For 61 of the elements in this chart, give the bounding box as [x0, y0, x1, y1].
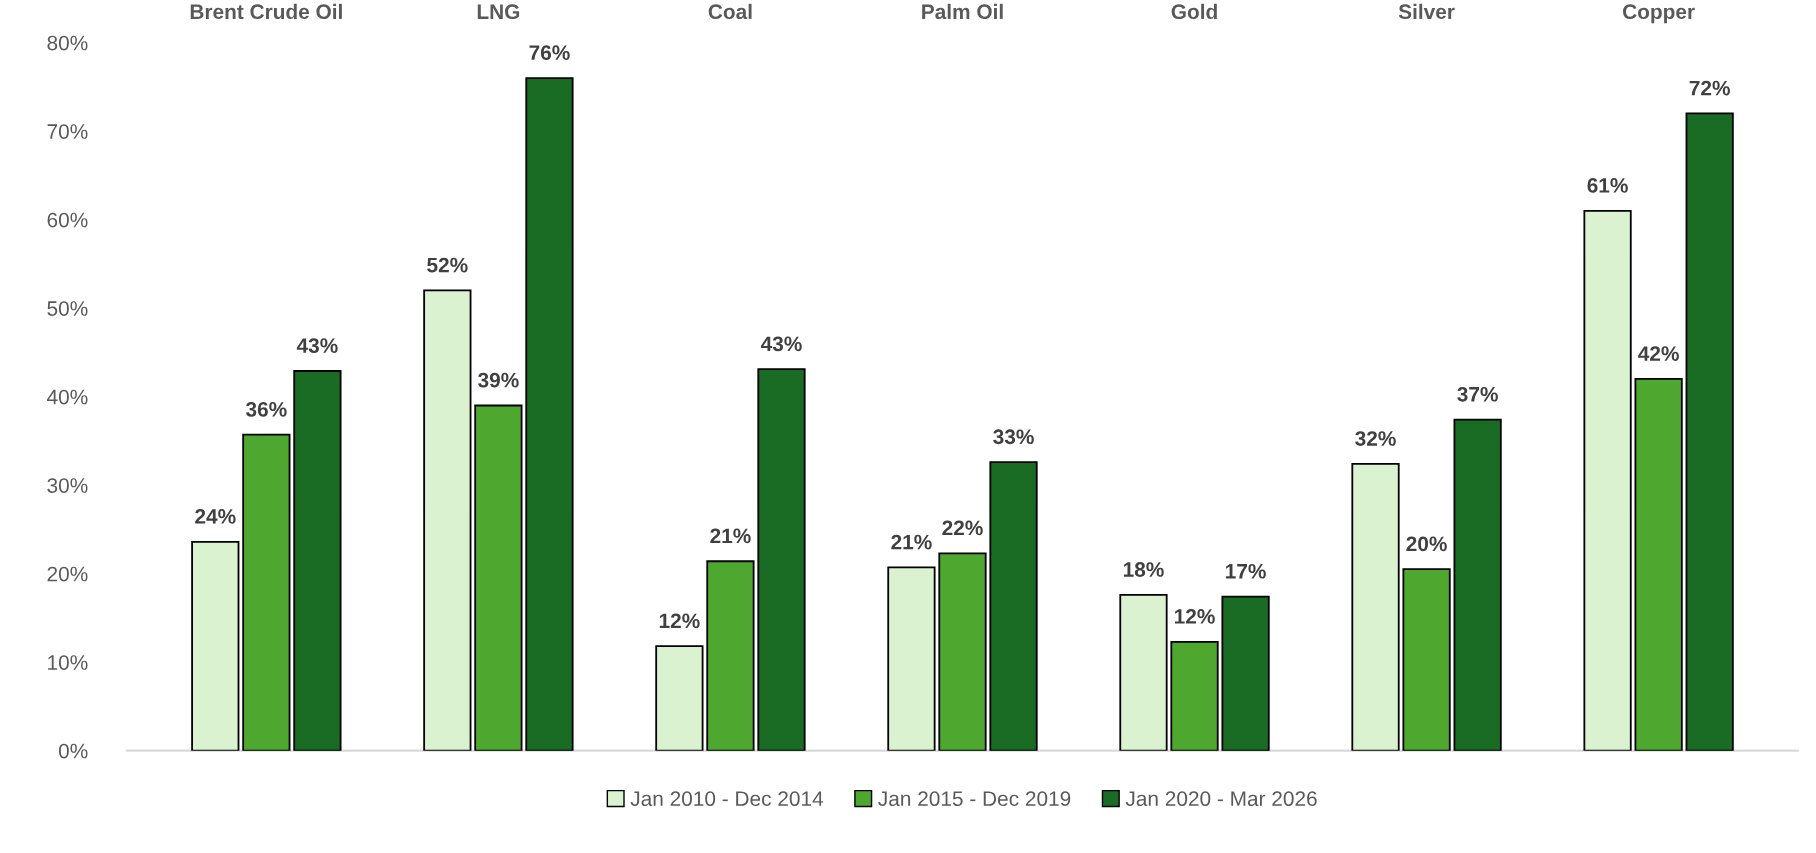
- bar: [1119, 593, 1168, 751]
- bar: [887, 566, 936, 751]
- data-label: 22%: [942, 520, 983, 536]
- data-label: 42%: [1638, 346, 1679, 361]
- data-label: 24%: [195, 509, 236, 524]
- bar: [191, 540, 240, 751]
- bar: [1170, 640, 1219, 751]
- data-label: 12%: [659, 613, 700, 629]
- bar: [706, 560, 755, 751]
- y-tick-label: 30%: [47, 478, 88, 493]
- data-label: 37%: [1457, 386, 1498, 402]
- bar: [423, 289, 472, 751]
- data-label: 12%: [1174, 609, 1215, 624]
- bar: [1685, 112, 1734, 751]
- y-tick-label: 20%: [47, 566, 88, 582]
- x-tick-label: Copper: [1623, 4, 1695, 24]
- y-tick-label: 50%: [47, 301, 88, 316]
- bar: [655, 645, 704, 751]
- data-label: 39%: [478, 372, 519, 388]
- bar: [1583, 209, 1632, 751]
- data-label: 61%: [1587, 178, 1628, 193]
- y-tick-label: 80%: [47, 35, 88, 51]
- x-tick-label: Silver: [1398, 3, 1455, 20]
- y-tick-label: 10%: [48, 655, 88, 670]
- bar: [525, 77, 574, 751]
- y-tick-label: 70%: [47, 124, 88, 139]
- x-tick-label: Palm Oil: [922, 3, 1003, 20]
- legend-label: Jan 2020 - Mar 2026: [1125, 791, 1317, 807]
- data-label: 21%: [891, 534, 932, 550]
- data-label: 43%: [760, 336, 802, 352]
- data-label: 18%: [1123, 562, 1164, 577]
- bar: [989, 461, 1038, 751]
- legend-label: Jan 2010 - Dec 2014: [630, 791, 824, 807]
- data-label: 72%: [1689, 80, 1730, 96]
- data-label: 32%: [1355, 431, 1396, 446]
- bar: [1634, 378, 1683, 751]
- data-label: 36%: [245, 401, 287, 417]
- bar: [293, 370, 342, 751]
- x-tick-label: Gold: [1171, 3, 1217, 20]
- bar: [242, 433, 291, 751]
- bar: [1402, 568, 1451, 751]
- bar: [757, 368, 806, 751]
- y-tick-label: 0%: [58, 743, 88, 759]
- bar: [1453, 418, 1502, 751]
- bar: [474, 404, 523, 751]
- x-tick-label: Coal: [708, 3, 752, 20]
- legend-label: Jan 2015 - Dec 2019: [878, 791, 1071, 807]
- x-tick-label: Brent Crude Oil: [190, 3, 342, 20]
- data-label: 33%: [993, 429, 1034, 445]
- data-label: 20%: [1406, 536, 1447, 552]
- y-tick-label: 40%: [47, 389, 88, 405]
- data-label: 52%: [427, 257, 468, 273]
- bar: [1351, 462, 1400, 751]
- bar: [1221, 595, 1270, 751]
- y-tick-label: 60%: [47, 212, 88, 228]
- bar: [938, 552, 987, 751]
- data-label: 76%: [529, 45, 570, 61]
- x-tick-label: LNG: [477, 4, 520, 20]
- data-label: 43%: [296, 338, 338, 353]
- data-label: 21%: [710, 528, 751, 544]
- data-label: 17%: [1226, 563, 1266, 579]
